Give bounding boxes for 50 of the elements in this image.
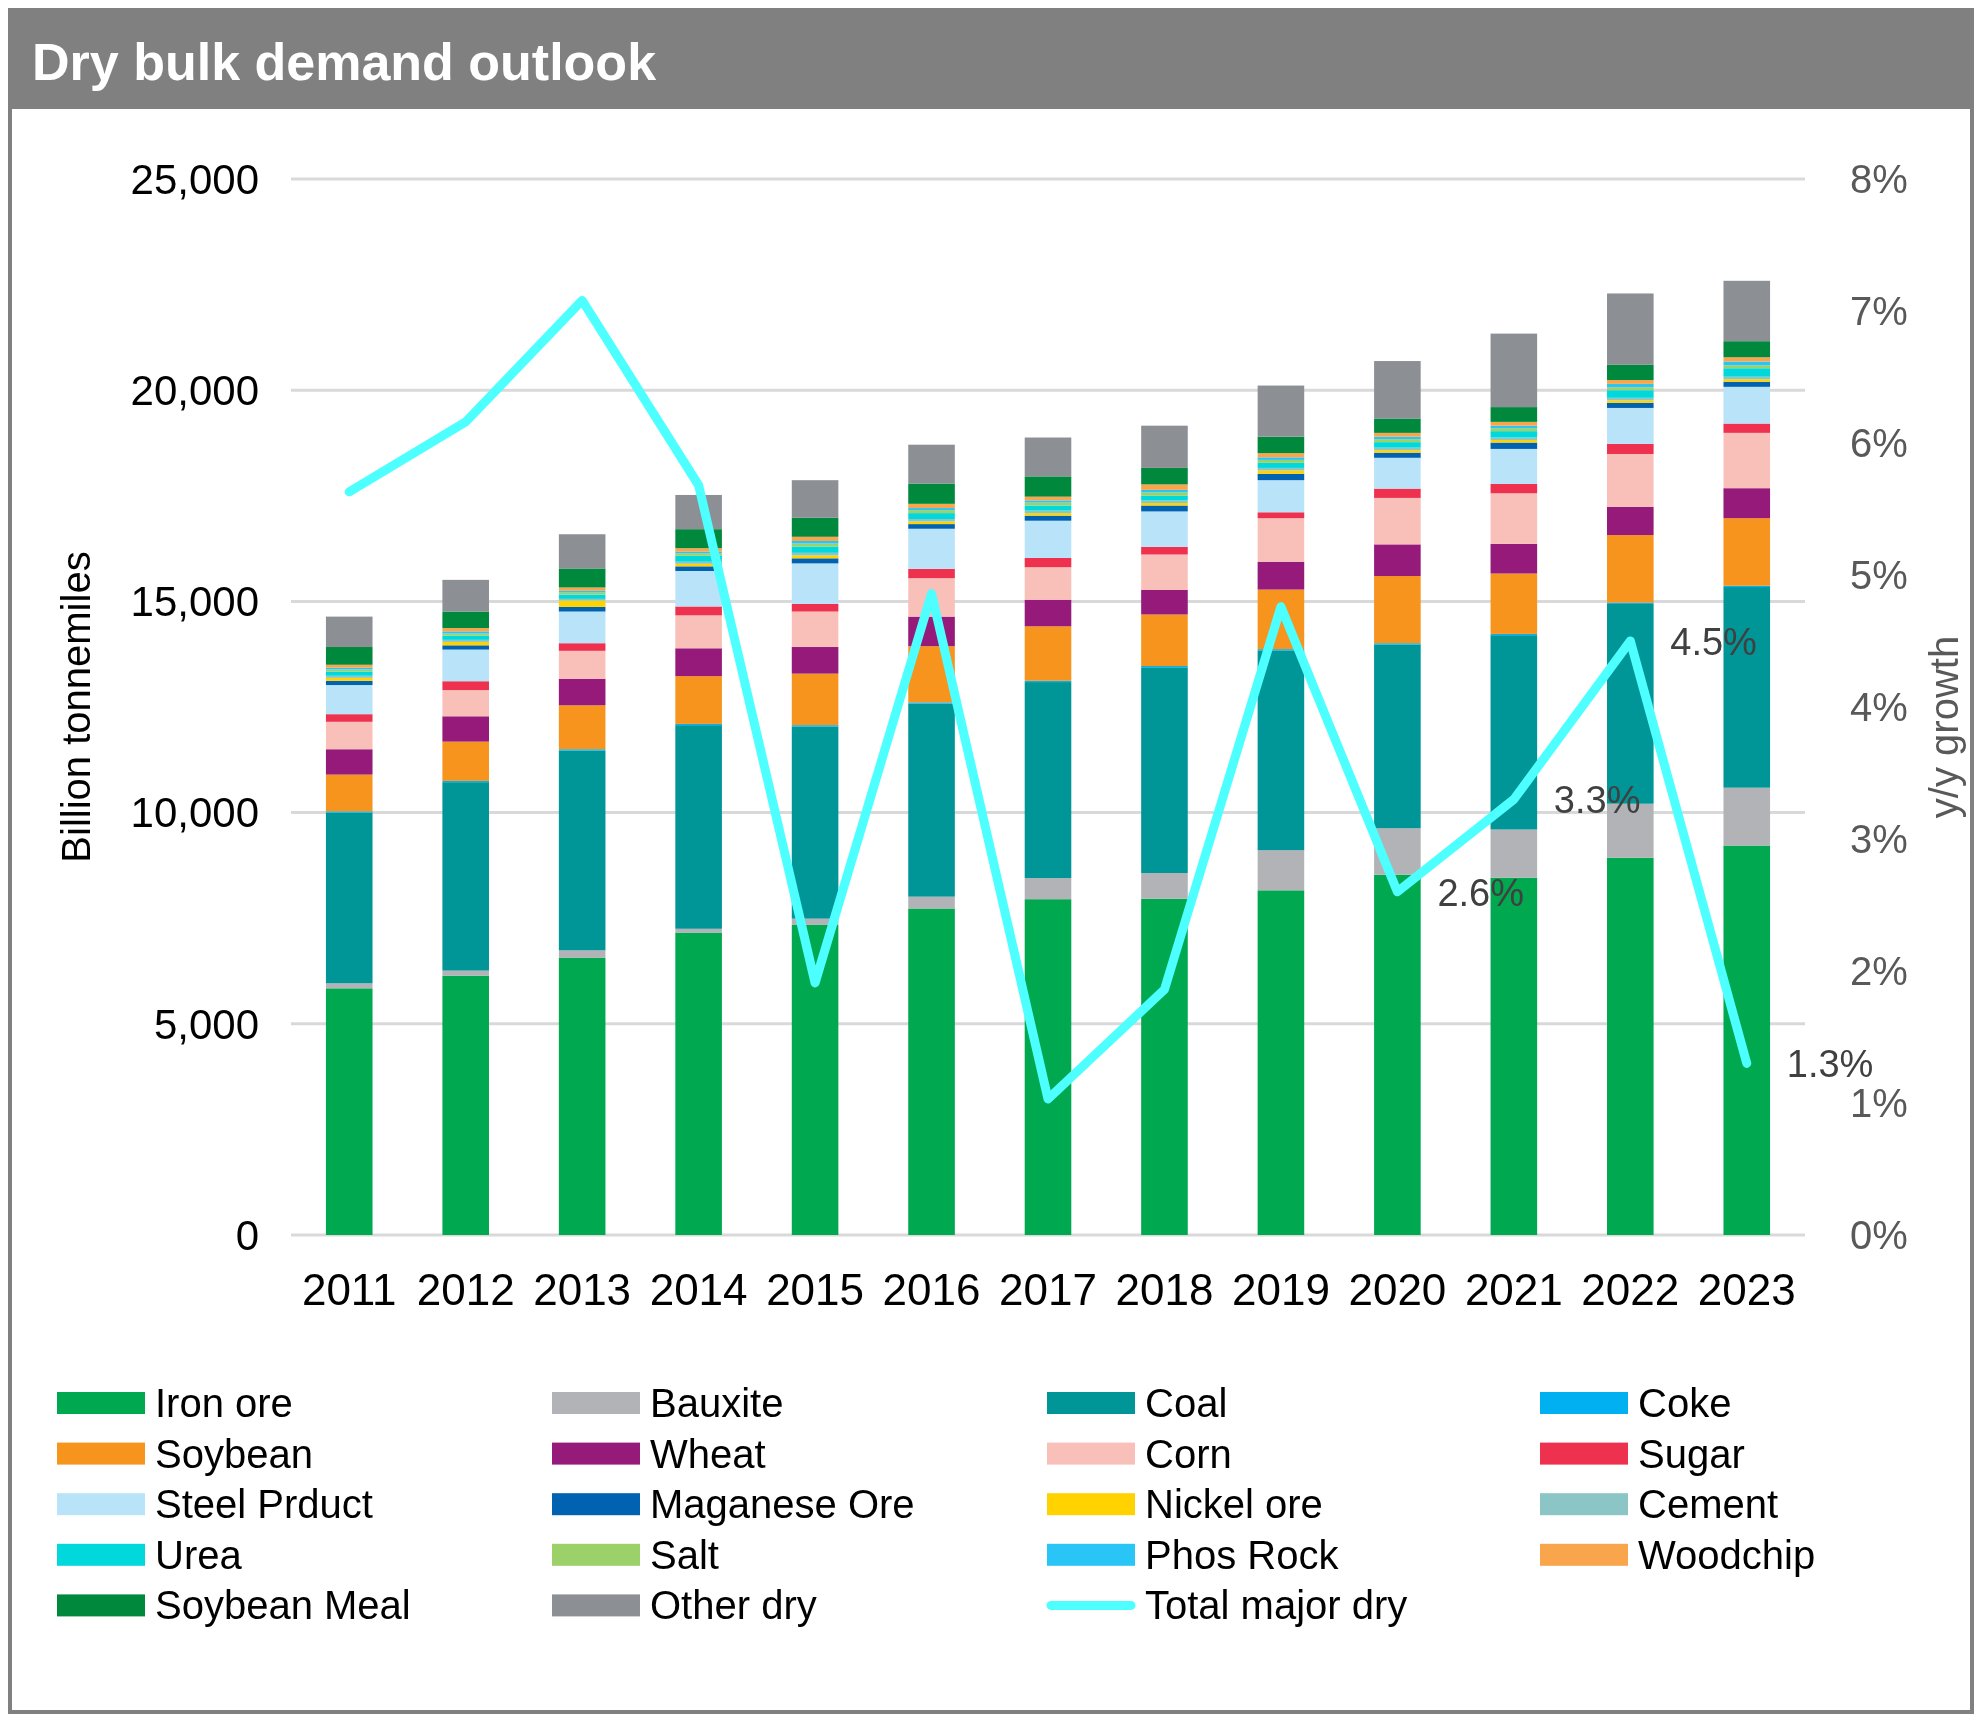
legend-label: Coke (1638, 1381, 1732, 1425)
legend-label: Sugar (1638, 1431, 1745, 1476)
legend-label: Soybean (155, 1431, 313, 1476)
legend-label: Steel Prduct (155, 1482, 373, 1527)
legend-label: Other dry (650, 1583, 817, 1628)
legend-label: Maganese Ore (650, 1482, 915, 1527)
x-tick-label: 2021 (1464, 1265, 1563, 1314)
y-tick-label: 15,000 (130, 578, 259, 626)
legend-label: Wheat (650, 1431, 766, 1476)
x-tick-label: 2023 (1697, 1265, 1796, 1314)
y-tick-label: 0 (235, 1211, 259, 1259)
chart-title: Dry bulk demand outlook (32, 33, 657, 91)
legend-label: Salt (650, 1532, 719, 1577)
y-tick-label: 20,000 (130, 366, 259, 414)
y2-tick-label: 5% (1850, 553, 1908, 597)
x-tick-label: 2015 (766, 1265, 865, 1314)
x-tick-label: 2018 (1115, 1265, 1214, 1314)
y-axis-title: Billion tonnemiles (54, 551, 98, 863)
legend-label: Coal (1145, 1381, 1228, 1425)
legend-label: Soybean Meal (155, 1583, 411, 1628)
legend-label: Total major dry (1145, 1583, 1408, 1628)
x-tick-label: 2012 (416, 1265, 515, 1314)
x-tick-label: 2022 (1581, 1265, 1680, 1314)
y-tick-label: 5,000 (153, 1000, 259, 1048)
y2-tick-label: 0% (1850, 1213, 1908, 1257)
y2-tick-label: 2% (1850, 949, 1908, 993)
legend-label: Corn (1145, 1431, 1232, 1476)
legend-label: Woodchip (1638, 1532, 1816, 1577)
x-tick-label: 2014 (649, 1265, 748, 1314)
legend-label: Nickel ore (1145, 1482, 1323, 1527)
x-tick-label: 2011 (301, 1265, 397, 1314)
x-tick-label: 2019 (1231, 1265, 1330, 1314)
y-tick-label: 10,000 (130, 789, 259, 837)
legend-label: Phos Rock (1145, 1532, 1340, 1577)
data-label: 3.3% (1553, 779, 1641, 822)
y2-axis-title: y/y growth (1922, 635, 1966, 819)
legend-label: Urea (155, 1532, 243, 1577)
legend-label: Bauxite (650, 1381, 784, 1425)
x-tick-label: 2013 (533, 1265, 632, 1314)
x-tick-label: 2016 (882, 1265, 981, 1314)
y2-tick-label: 3% (1850, 817, 1908, 861)
x-tick-label: 2020 (1348, 1265, 1447, 1314)
legend-label: Cement (1638, 1482, 1779, 1527)
y2-tick-label: 4% (1850, 685, 1908, 729)
x-tick-label: 2017 (999, 1265, 1097, 1314)
legend-label: Iron ore (155, 1381, 293, 1425)
y-tick-label: 25,000 (130, 155, 259, 203)
y2-tick-label: 8% (1850, 157, 1908, 201)
y2-tick-label: 6% (1850, 421, 1908, 465)
y2-tick-label: 7% (1850, 289, 1908, 333)
